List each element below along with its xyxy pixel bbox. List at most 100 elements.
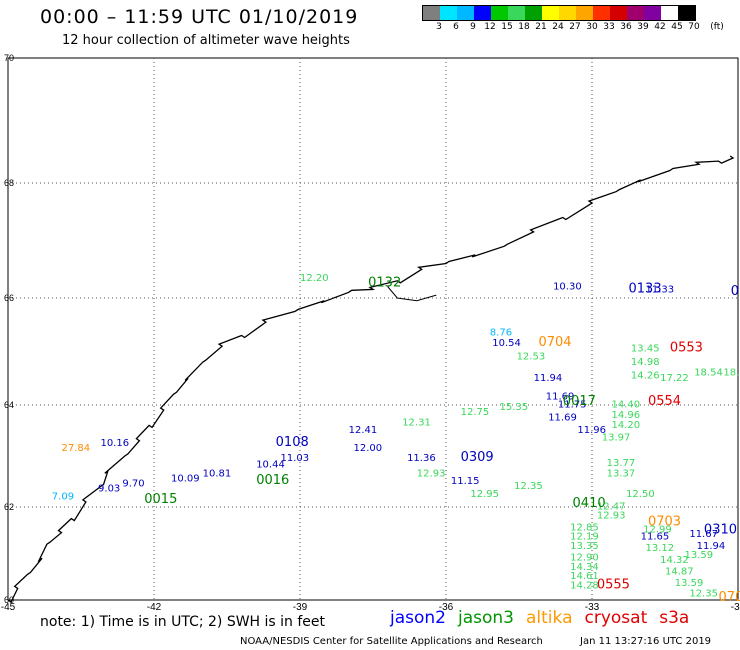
wave-height-value: 14.20 <box>611 420 640 431</box>
pass-time-label: 0555 <box>597 577 630 592</box>
pass-time-label: 0553 <box>670 341 703 356</box>
wave-height-value: 15.35 <box>500 402 529 413</box>
color-scale-label: 6 <box>453 22 459 32</box>
wave-height-value: 27.84 <box>62 443 91 454</box>
color-scale-label: (ft) <box>710 22 724 32</box>
wave-height-value: 18.54 <box>694 368 723 379</box>
x-tick-label: -45 <box>1 602 16 613</box>
wave-height-value: 11.94 <box>534 373 563 384</box>
wave-height-value: 10.09 <box>171 474 200 485</box>
wave-height-value: 17.22 <box>660 373 689 384</box>
wave-height-value: 12.20 <box>300 273 329 284</box>
pass-time-label: 0132 <box>368 276 401 291</box>
wave-height-value: 14.61 <box>570 571 599 582</box>
y-tick-label: 60 <box>4 595 14 605</box>
color-scale-label: 3 <box>436 22 442 32</box>
satellite-legend: jason2 jason3 altika cryosat s3a <box>390 608 689 628</box>
x-tick-label: -36 <box>439 602 454 613</box>
legend-item-altika: altika <box>526 608 573 628</box>
color-swatch <box>593 6 610 20</box>
pass-time-label: 0703 <box>648 515 681 530</box>
pass-time-label: 0704 <box>538 335 571 350</box>
color-swatch <box>576 6 593 20</box>
wave-height-value: 14.87 <box>665 566 694 577</box>
y-tick-label: 62 <box>4 502 14 512</box>
wave-height-value: 12.31 <box>402 417 431 428</box>
wave-height-value: 12.50 <box>626 489 655 500</box>
pass-time-label: 011 <box>731 284 740 299</box>
wave-height-value: 14.28 <box>570 580 599 591</box>
wave-height-value: 12.85 <box>570 522 599 533</box>
wave-height-value: 12.75 <box>461 407 490 418</box>
color-scale-label: 42 <box>654 22 666 32</box>
color-swatch <box>508 6 525 20</box>
wave-height-value: 10.44 <box>256 460 285 471</box>
wave-height-value: 12.53 <box>517 352 546 363</box>
pass-time-label: 0133 <box>629 281 662 296</box>
wave-height-value: 11.15 <box>451 476 480 487</box>
pass-time-label: 0108 <box>276 435 309 450</box>
wave-height-value: 12.99 <box>643 525 672 536</box>
color-swatch <box>678 6 695 20</box>
color-swatch <box>474 6 491 20</box>
wave-height-value: 11.69 <box>548 412 577 423</box>
color-swatch <box>644 6 661 20</box>
wave-height-value: 7.09 <box>52 491 74 502</box>
wave-height-value: 12.95 <box>470 489 499 500</box>
color-scale-label: 70 <box>688 22 700 32</box>
color-scale-bar <box>422 5 696 21</box>
wave-height-value: 12.00 <box>354 443 383 454</box>
legend-item-s3a: s3a <box>659 608 690 628</box>
x-tick-label: -30 <box>731 602 740 613</box>
legend-item-jason3: jason3 <box>458 608 514 628</box>
color-scale-label: 21 <box>535 22 547 32</box>
color-scale-label: 27 <box>569 22 581 32</box>
wave-height-value: 13.45 <box>631 344 660 355</box>
wave-height-value: 11.94 <box>697 541 726 552</box>
wave-height-value: 10.54 <box>492 338 521 349</box>
color-swatch <box>627 6 644 20</box>
wave-height-value: 12.90 <box>570 552 599 563</box>
wave-height-value: 13.97 <box>602 433 631 444</box>
wave-height-value: 14.34 <box>570 562 599 573</box>
color-scale-label: 24 <box>552 22 564 32</box>
pass-time-label: 070 <box>719 590 740 605</box>
wave-height-value: 12.19 <box>570 532 599 543</box>
wave-height-value: 11.96 <box>577 425 606 436</box>
wave-height-value: 11.33 <box>646 284 675 295</box>
wave-height-value: 10.16 <box>100 438 129 449</box>
color-swatch <box>440 6 457 20</box>
color-swatch <box>610 6 627 20</box>
wave-height-value: 12.35 <box>689 588 718 599</box>
color-scale-label: 33 <box>603 22 615 32</box>
wave-height-value: 11.65 <box>641 532 670 543</box>
color-scale-label: 12 <box>484 22 496 32</box>
wave-height-value: 12.93 <box>417 468 446 479</box>
color-swatch <box>423 6 440 20</box>
map-subtitle: 12 hour collection of altimeter wave hei… <box>62 33 350 48</box>
wave-height-value: 11.69 <box>546 392 575 403</box>
legend-item-jason2: jason2 <box>390 608 446 628</box>
footer-note: note: 1) Time is in UTC; 2) SWH is in fe… <box>40 614 326 630</box>
wave-height-value: 14.96 <box>611 410 640 421</box>
generated-timestamp: Jan 11 13:27:16 UTC 2019 <box>580 636 712 647</box>
wave-height-value: 13.77 <box>607 458 636 469</box>
pass-time-label: 0017 <box>563 394 596 409</box>
wave-height-value: 10.30 <box>553 281 582 292</box>
wave-height-value: 10.81 <box>203 468 232 479</box>
wave-height-value: 11.03 <box>281 453 310 464</box>
wave-height-value: 11.36 <box>407 453 436 464</box>
y-tick-label: 70 <box>4 53 14 63</box>
color-swatch <box>491 6 508 20</box>
map-title: 00:00 – 11:59 UTC 01/10/2019 <box>40 6 359 28</box>
wave-height-value: 14.40 <box>611 400 640 411</box>
legend-item-cryosat: cryosat <box>584 608 648 628</box>
wave-height-value: 14.32 <box>660 555 689 566</box>
y-tick-label: 68 <box>4 178 14 188</box>
wave-height-value: 12.41 <box>349 425 378 436</box>
wave-height-value: 12.35 <box>514 481 543 492</box>
x-tick-label: -33 <box>585 602 600 613</box>
wave-height-value: 18.95 <box>723 368 740 379</box>
wave-height-value: 13.35 <box>570 541 599 552</box>
color-scale-labels: 3 6 9 12 15 18 21 24 27 30 33 36 39 42 45 70 (ft) <box>422 22 732 34</box>
